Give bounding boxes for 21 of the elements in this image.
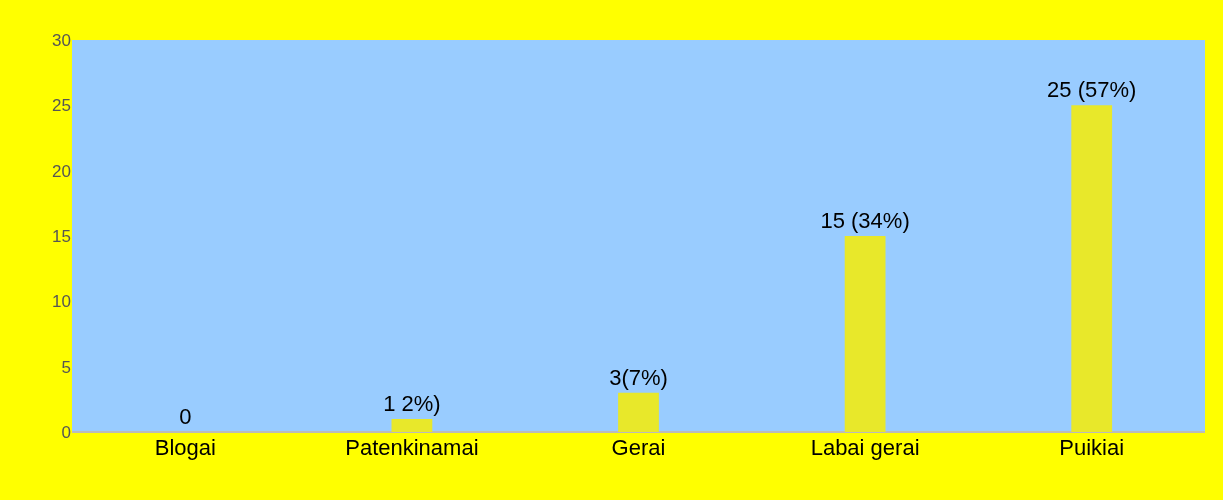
bar [1071, 105, 1113, 432]
y-tick-label: 25 [52, 96, 71, 116]
data-label: 0 [179, 404, 192, 429]
y-tick-label: 15 [52, 226, 71, 246]
y-tick-label: 0 [61, 422, 71, 442]
y-tick-label: 30 [52, 30, 71, 50]
y-tick-label: 5 [61, 357, 71, 377]
x-tick-label: Gerai [611, 435, 666, 460]
x-tick-label: Blogai [154, 435, 216, 460]
y-tick-label: 20 [52, 161, 71, 181]
x-tick-label: Puikiai [1059, 435, 1125, 460]
data-label: 1 2%) [383, 390, 441, 416]
data-label: 15 (34%) [820, 208, 910, 233]
x-tick-label: Labai gerai [810, 435, 920, 460]
data-label: 25 (57%) [1047, 77, 1137, 103]
x-tick-label: Patenkinamai [345, 435, 479, 460]
data-label: 3(7%) [609, 364, 668, 390]
bar [618, 392, 659, 432]
bar [391, 418, 433, 432]
y-tick-label: 10 [52, 292, 71, 312]
bar [844, 236, 886, 432]
